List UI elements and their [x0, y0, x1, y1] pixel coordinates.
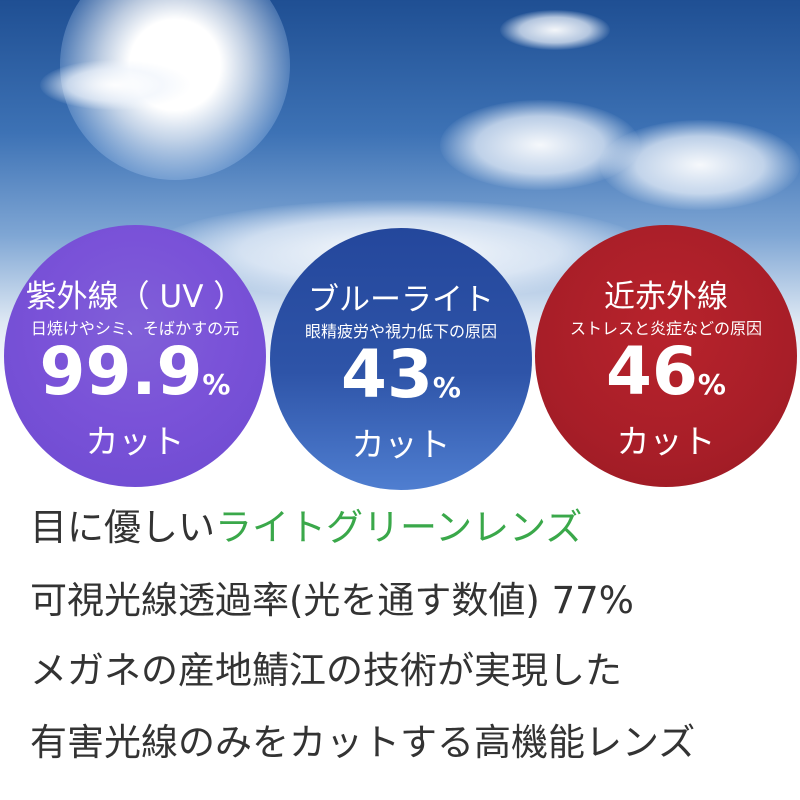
circle-label: カット — [351, 425, 451, 464]
value-unit: % — [432, 371, 461, 404]
circle-subtitle: 眼精疲労や視力低下の原因 — [304, 322, 497, 341]
uv-circle: 紫外線（ UV ） 日焼けやシミ、そばかすの元 99.9% カット — [4, 225, 266, 487]
feature-text: 有害光線のみをカットする高機能レンズ — [30, 721, 696, 764]
circle-title: ブルーライト — [308, 282, 494, 318]
circle-subtitle: 日焼けやシミ、そばかすの元 — [30, 319, 240, 338]
circle-title: 紫外線（ UV ） — [25, 279, 245, 315]
cloud — [600, 120, 800, 210]
value-number: 43 — [341, 336, 433, 413]
circle-title: 近赤外線 — [604, 279, 728, 315]
circle-label: カット — [85, 422, 185, 461]
value-unit: % — [202, 368, 231, 401]
headline-prefix: 目に優しい — [30, 506, 215, 549]
circle-subtitle: ストレスと炎症などの原因 — [569, 319, 762, 338]
headline-highlight: ライトグリーンレンズ — [215, 506, 583, 549]
circle-value: 99.9% — [4, 333, 266, 410]
origin-text: メガネの産地鯖江の技術が実現した — [30, 649, 622, 692]
circle-label: カット — [616, 422, 716, 461]
circle-value: 43% — [270, 336, 532, 413]
near-infrared-circle: 近赤外線 ストレスと炎症などの原因 46% カット — [535, 225, 797, 487]
value-unit: % — [697, 368, 726, 401]
cloud — [500, 10, 610, 50]
transmittance-text: 可視光線透過率(光を通す数値) 77% — [30, 579, 634, 622]
cloud — [40, 60, 190, 110]
blue-light-circle: ブルーライト 眼精疲労や視力低下の原因 43% カット — [270, 228, 532, 490]
circle-value: 46% — [535, 333, 797, 410]
headline: 目に優しいライトグリーンレンズ — [30, 497, 582, 551]
value-number: 99.9 — [39, 333, 203, 410]
value-number: 46 — [606, 333, 698, 410]
